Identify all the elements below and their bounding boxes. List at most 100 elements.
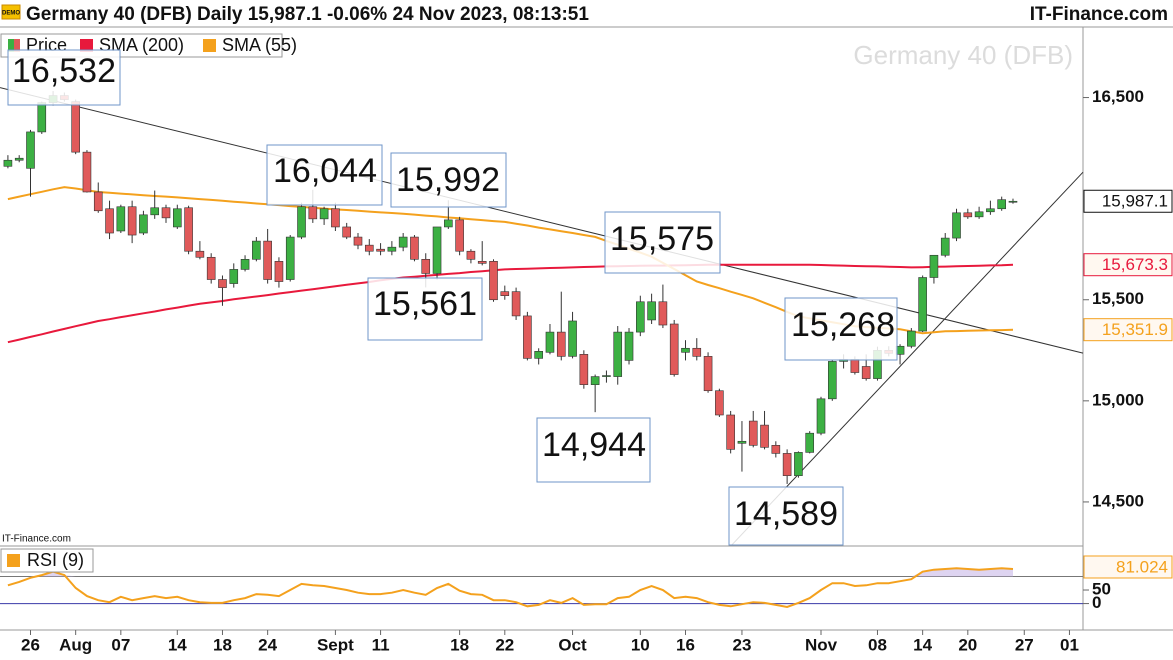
candle-body	[139, 214, 148, 234]
x-tick-label: 10	[631, 635, 650, 654]
candle-body	[940, 237, 950, 256]
candle-body	[794, 452, 803, 476]
last-value-label: 15,673.3	[1102, 255, 1168, 274]
candle-body	[1008, 200, 1018, 203]
candle-body	[274, 261, 284, 282]
annotation: 15,268	[791, 306, 895, 344]
x-tick-label: 14	[913, 635, 932, 654]
candle-body	[918, 277, 927, 332]
candle-body	[850, 359, 860, 373]
candle-body	[534, 351, 543, 359]
candle-body	[760, 424, 769, 448]
plot: 14,500 15,000 15,500 16,500 15,987.1 15,673.3…	[0, 87, 1173, 654]
last-value-tag	[1083, 555, 1173, 579]
brand: IT-Finance.com	[1030, 4, 1168, 25]
candle-body	[511, 291, 521, 317]
last-value-label: 15,987.1	[1102, 192, 1168, 211]
candle-body	[816, 398, 826, 434]
legend-swatch	[7, 554, 20, 567]
candle-body	[489, 261, 498, 301]
x-tick-label: 27	[1015, 635, 1034, 654]
candle-body	[726, 414, 735, 450]
candle-body	[184, 207, 193, 252]
candle-body	[14, 157, 24, 161]
candle-body	[963, 212, 973, 218]
x-tick-label: 24	[258, 635, 277, 654]
x-tick-label: 07	[111, 635, 130, 654]
annotation-box	[367, 277, 483, 341]
candle-body	[590, 376, 600, 385]
candle-body	[421, 259, 431, 274]
x-tick-label: 20	[958, 635, 977, 654]
candle-body	[974, 211, 984, 218]
candle-body	[523, 315, 532, 359]
annotation: 15,561	[373, 285, 477, 323]
last-value-label: 81.024	[1116, 557, 1168, 576]
demo-badge-text: DEMO	[2, 11, 20, 17]
candle-body	[907, 330, 916, 347]
candle-body	[500, 291, 510, 296]
source: IT-Finance.com	[2, 534, 71, 545]
y-tick-label: 50	[1092, 580, 1111, 599]
candle-body	[545, 331, 555, 353]
candle-body	[602, 375, 611, 377]
x-tick-label: Oct	[558, 635, 587, 654]
legend-swatch	[14, 39, 20, 52]
candle-body	[579, 354, 589, 385]
last-value-tag	[1083, 318, 1173, 342]
candle-body	[613, 331, 623, 377]
annotation: 16,044	[273, 152, 377, 190]
x-tick-label: 11	[372, 635, 390, 654]
legend-swatch	[80, 39, 93, 52]
annotation-box	[784, 297, 898, 361]
candle-body	[105, 208, 114, 234]
candle-body	[805, 432, 815, 453]
candle-body	[240, 259, 250, 270]
y-tick-label: 16,500	[1092, 87, 1144, 106]
x-tick-label: 18	[213, 635, 232, 654]
candle-body	[364, 244, 374, 252]
last-value-tag	[1083, 253, 1173, 277]
candle-body	[195, 250, 205, 258]
candle-body	[636, 301, 645, 333]
legend-label: SMA (55)	[222, 35, 297, 55]
annotation: 16,532	[12, 52, 116, 90]
candle-body	[658, 301, 668, 326]
candle-body	[681, 347, 690, 353]
line	[7, 567, 1014, 609]
candle-body	[771, 445, 781, 454]
legend	[0, 548, 94, 573]
candle-body	[669, 323, 679, 375]
candle-body	[692, 347, 702, 357]
y-tick-label: 15,500	[1092, 289, 1144, 308]
candle-body	[432, 226, 442, 274]
candle-body	[624, 331, 634, 361]
candle-body	[173, 208, 182, 228]
candle-body	[861, 366, 871, 379]
last-value-tag	[1083, 189, 1173, 213]
trendline	[731, 171, 1084, 546]
x-tick-label: 22	[495, 635, 514, 654]
candle-body	[150, 207, 160, 216]
candle-body	[116, 206, 126, 232]
candle-body	[703, 356, 713, 392]
last-value-label: 15,351.9	[1102, 320, 1168, 339]
candle-body	[986, 208, 995, 213]
candle-body	[387, 246, 397, 252]
candle-body	[308, 206, 318, 220]
annotations: 16,532 16,044 15,992 15,575 15,561 14,94…	[7, 49, 898, 546]
x-tick-label: Sept	[317, 635, 354, 654]
candle-body	[929, 254, 939, 278]
x-tick-label: 26	[21, 635, 40, 654]
legend-swatch	[203, 39, 216, 52]
annotation: 14,589	[734, 495, 838, 533]
candle-body	[127, 206, 137, 236]
trendline	[0, 87, 1084, 354]
x-tick-label: 14	[168, 635, 187, 654]
annotation: 15,575	[610, 220, 714, 258]
watermark: Germany 40 (DFB)	[853, 40, 1073, 70]
x-tick-label: 18	[450, 635, 469, 654]
candle-body	[455, 219, 464, 252]
candle-body	[161, 207, 171, 219]
